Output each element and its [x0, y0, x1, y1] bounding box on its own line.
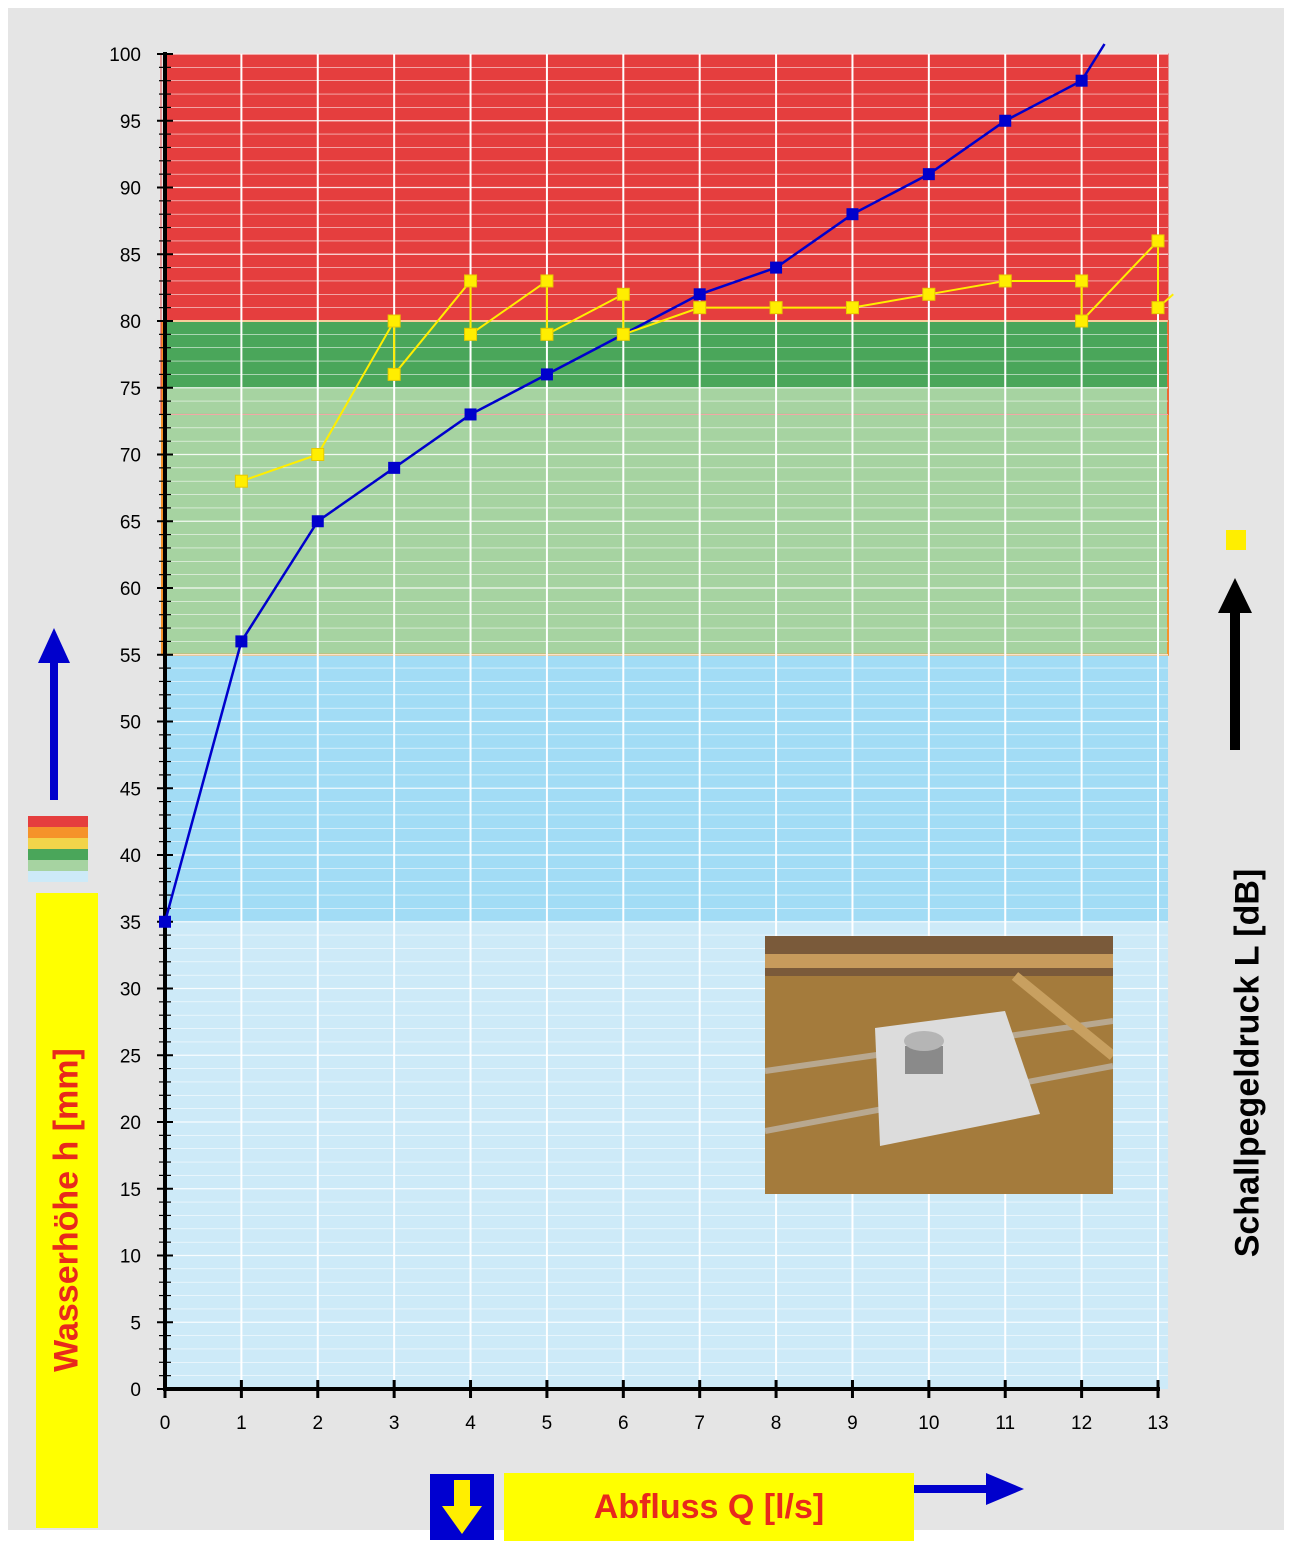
legend-swatch: [28, 838, 88, 849]
legend-swatch: [28, 816, 88, 827]
data-point: [845, 301, 859, 315]
legend-swatch: [28, 827, 88, 838]
data-point: [1151, 234, 1165, 248]
data-point: [922, 168, 935, 181]
x-tick-label: 2: [312, 1413, 323, 1434]
y-tick-label: 60: [120, 579, 141, 600]
data-point: [693, 301, 707, 315]
y-tick-label: 5: [130, 1313, 141, 1334]
secondary-axis-label: Schallpegeldruck L [dB]: [1228, 868, 1267, 1258]
y-tick-label: 35: [120, 913, 141, 934]
x-tick-label: 10: [918, 1413, 939, 1434]
data-point: [464, 327, 478, 341]
legend-swatch: [28, 860, 88, 871]
right-arrow-icon: [986, 1473, 1024, 1505]
x-tick-label: 9: [847, 1413, 858, 1434]
data-point: [387, 367, 401, 381]
data-point: [540, 368, 553, 381]
band-3: [165, 321, 1168, 388]
product-photo: [765, 936, 1113, 1194]
down-arrow-icon: [430, 1474, 494, 1540]
y-tick-label: 10: [120, 1247, 141, 1268]
series-line-0: [163, 43, 1106, 923]
x-tick-label: 6: [618, 1413, 629, 1434]
data-point: [311, 515, 324, 528]
y-tick-label: 45: [120, 779, 141, 800]
data-point: [1075, 274, 1089, 288]
data-point: [159, 915, 171, 928]
up-arrow-icon: [50, 658, 58, 800]
x-tick-label: 8: [771, 1413, 782, 1434]
data-point: [464, 408, 477, 421]
legend-swatch: [28, 849, 88, 860]
data-point: [464, 274, 478, 288]
y-tick-label: 95: [120, 112, 141, 133]
y-axis-label: Wasserhöhe h [mm]: [47, 1048, 86, 1372]
x-tick-label: 1: [236, 1413, 247, 1434]
y-tick-label: 30: [120, 980, 141, 1001]
x-tick-label: 11: [995, 1413, 1015, 1434]
y-tick-label: 75: [120, 379, 141, 400]
data-point: [846, 208, 859, 221]
y-tick-label: 100: [109, 45, 141, 66]
y-tick-label: 0: [130, 1380, 141, 1401]
y-axis-label-box: [36, 893, 98, 1528]
data-point: [540, 274, 554, 288]
y-tick-label: 90: [120, 179, 141, 200]
data-point: [1151, 301, 1165, 315]
data-point: [387, 314, 401, 328]
series-line-1: [241, 238, 1174, 483]
data-point: [311, 448, 325, 461]
up-arrow-icon: [1230, 608, 1240, 750]
x-axis-label: Abfluss Q [l/s]: [504, 1473, 914, 1541]
y-tick-label: 50: [120, 713, 141, 734]
legend-swatch: [28, 871, 88, 882]
data-point: [922, 287, 936, 301]
data-point: [1075, 314, 1089, 328]
up-arrow-icon: [38, 628, 70, 663]
right-arrow-icon: [912, 1485, 992, 1493]
x-tick-label: 12: [1071, 1413, 1092, 1434]
x-tick-label: 5: [542, 1413, 553, 1434]
data-point: [235, 635, 248, 648]
data-point: [769, 301, 783, 315]
y-tick-label: 55: [120, 646, 141, 667]
data-point: [770, 261, 783, 274]
data-point: [234, 474, 248, 488]
y-tick-label: 85: [120, 245, 141, 266]
data-point: [1075, 74, 1088, 87]
x-tick-label: 0: [160, 1413, 171, 1434]
secondary-axis-marker: [1226, 530, 1246, 550]
x-tick-label: 4: [465, 1413, 476, 1434]
data-point: [616, 287, 630, 301]
x-tick-label: 3: [389, 1413, 400, 1434]
data-point: [616, 327, 630, 341]
y-tick-label: 40: [120, 846, 141, 867]
x-tick-label: 13: [1147, 1413, 1168, 1434]
y-tick-label: 65: [120, 512, 141, 533]
data-point: [998, 274, 1012, 288]
data-point: [388, 461, 401, 474]
y-tick-label: 20: [120, 1113, 141, 1134]
chart-plot: 0510152025303540455055606570758085909510…: [28, 43, 1252, 1505]
x-tick-label: 7: [694, 1413, 705, 1434]
up-arrow-icon: [1218, 578, 1252, 613]
data-point: [999, 114, 1012, 127]
y-tick-label: 15: [120, 1180, 141, 1201]
data-point: [540, 327, 554, 341]
y-tick-label: 70: [120, 446, 141, 467]
data-point: [693, 288, 706, 301]
y-tick-label: 80: [120, 312, 141, 333]
y-tick-label: 25: [120, 1046, 141, 1067]
chart-canvas: 0 5 10 15 20 25 30 35 40 45 50 55 60 65 70 75 80 85 90 95 10…: [8, 8, 1284, 1541]
